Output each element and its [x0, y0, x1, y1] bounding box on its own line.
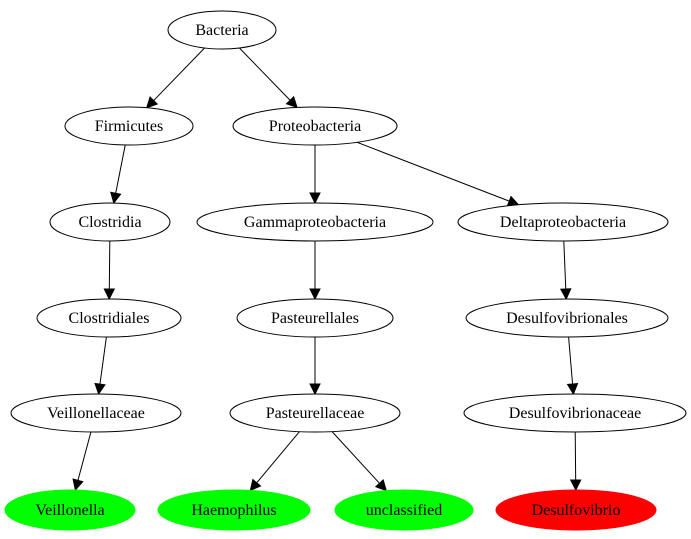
- node-firmicutes: Firmicutes: [64, 106, 194, 146]
- node-ellipse: [457, 202, 669, 242]
- node-label: Bacteria: [195, 22, 248, 39]
- node-label: Haemophilus: [191, 502, 276, 519]
- node-deltaproteobacteria: Deltaproteobacteria: [457, 202, 669, 242]
- node-label: Proteobacteria: [269, 118, 361, 135]
- edge-bacteria-to-proteobacteria: [239, 47, 298, 109]
- node-pasteurellales: Pasteurellales: [236, 298, 394, 338]
- edge-bacteria-to-firmicutes: [145, 47, 205, 109]
- node-label: Gammaproteobacteria: [244, 214, 386, 231]
- node-clostridiales: Clostridiales: [36, 298, 182, 338]
- arrowhead-icon: [309, 192, 321, 205]
- edge-line: [256, 431, 300, 484]
- arrowhead-icon: [559, 288, 572, 301]
- node-veillonellaceae: Veillonellaceae: [10, 393, 182, 433]
- node-desulfovibrionaceae: Desulfovibrionaceae: [463, 393, 687, 433]
- node-gammaproteobacteria: Gammaproteobacteria: [196, 202, 434, 242]
- node-ellipse: [229, 393, 401, 433]
- node-veillonella: Veillonella: [4, 489, 136, 531]
- node-label: Firmicutes: [95, 118, 163, 135]
- node-label: unclassified: [366, 502, 442, 519]
- arrowhead-icon: [249, 478, 262, 492]
- arrowhead-icon: [72, 478, 84, 492]
- node-pasteurellaceae: Pasteurellaceae: [229, 393, 401, 433]
- edge-gammaproteobacteria-to-pasteurellales: [309, 241, 321, 301]
- edge-desulfovibrionales-to-desulfovibrionaceae: [566, 336, 579, 396]
- arrowhead-icon: [374, 479, 388, 492]
- node-ellipse: [36, 298, 182, 338]
- edge-clostridia-to-clostridiales: [103, 240, 116, 301]
- node-label: Desulfovibrionales: [506, 310, 628, 327]
- arrowhead-icon: [103, 288, 116, 301]
- node-ellipse: [157, 489, 311, 531]
- edge-deltaproteobacteria-to-desulfovibrionales: [559, 240, 572, 301]
- node-label: Clostridia: [78, 214, 141, 231]
- edge-line: [331, 431, 380, 484]
- edge-line: [99, 336, 107, 385]
- node-label: Clostridiales: [69, 310, 150, 327]
- node-ellipse: [196, 202, 434, 242]
- node-ellipse: [236, 298, 394, 338]
- node-label: Pasteurellales: [271, 310, 359, 327]
- node-label: Desulfovibrionaceae: [509, 405, 641, 422]
- edge-veillonellaceae-to-veillonella: [72, 431, 92, 492]
- arrowhead-icon: [110, 191, 122, 205]
- edge-pasteurellales-to-pasteurellaceae: [309, 337, 321, 396]
- node-ellipse: [64, 106, 194, 146]
- edge-line: [153, 47, 205, 101]
- node-label: Deltaproteobacteria: [500, 214, 626, 231]
- edge-desulfovibrionaceae-to-desulfovibrio: [569, 431, 582, 492]
- node-proteobacteria: Proteobacteria: [232, 106, 398, 146]
- arrowhead-icon: [285, 95, 298, 109]
- node-ellipse: [465, 298, 669, 338]
- edge-pasteurellaceae-to-unclassified: [331, 431, 388, 492]
- edge-line: [115, 144, 126, 194]
- arrowhead-icon: [94, 382, 106, 396]
- node-label: Veillonella: [35, 502, 104, 519]
- node-ellipse: [232, 106, 398, 146]
- arrowhead-icon: [309, 288, 321, 301]
- node-ellipse: [49, 202, 171, 242]
- edge-clostridiales-to-veillonellaceae: [94, 336, 107, 396]
- edge-proteobacteria-to-deltaproteobacteria: [356, 141, 520, 207]
- node-ellipse: [167, 10, 277, 50]
- edge-pasteurellaceae-to-haemophilus: [249, 431, 300, 492]
- node-unclassified: unclassified: [334, 489, 474, 531]
- node-ellipse: [10, 393, 182, 433]
- arrowhead-icon: [569, 479, 582, 492]
- edge-line: [563, 240, 567, 290]
- node-desulfovibrio: Desulfovibrio: [495, 489, 657, 531]
- edge-proteobacteria-to-gammaproteobacteria: [309, 145, 321, 205]
- edges-layer: [72, 47, 582, 492]
- node-haemophilus: Haemophilus: [157, 489, 311, 531]
- edge-line: [108, 240, 111, 290]
- arrowhead-icon: [566, 383, 579, 396]
- node-label: Pasteurellaceae: [266, 405, 365, 422]
- node-label: Desulfovibrio: [532, 502, 621, 519]
- edge-line: [356, 141, 510, 202]
- edge-firmicutes-to-clostridia: [110, 144, 126, 205]
- arrowhead-icon: [145, 96, 159, 109]
- node-label: Veillonellaceae: [47, 405, 145, 422]
- nodes-layer: Bacteria Firmicutes Proteobacteria Clostrid…: [4, 10, 687, 531]
- edge-line: [568, 336, 574, 385]
- node-ellipse: [495, 489, 657, 531]
- node-bacteria: Bacteria: [167, 10, 277, 50]
- node-ellipse: [334, 489, 474, 531]
- arrowhead-icon: [309, 383, 321, 396]
- edge-line: [239, 47, 291, 101]
- node-clostridia: Clostridia: [49, 202, 171, 242]
- edge-line: [77, 431, 92, 481]
- node-ellipse: [4, 489, 136, 531]
- node-desulfovibrionales: Desulfovibrionales: [465, 298, 669, 338]
- node-ellipse: [463, 393, 687, 433]
